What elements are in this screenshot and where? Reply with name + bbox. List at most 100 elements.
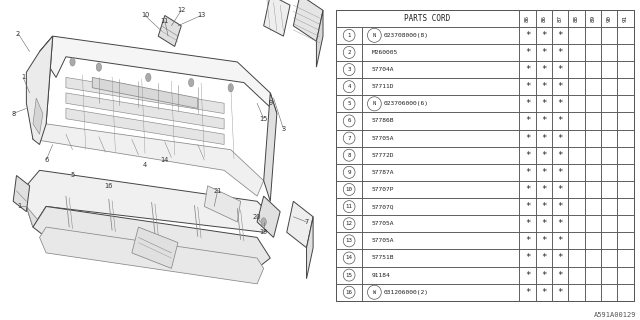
Text: *: * — [541, 271, 547, 280]
Bar — [536, 232, 552, 249]
Bar — [536, 164, 552, 181]
Text: 4: 4 — [143, 162, 147, 168]
Circle shape — [261, 218, 266, 226]
Bar — [362, 112, 519, 130]
Bar — [585, 147, 601, 164]
Bar — [601, 95, 618, 112]
Text: 14: 14 — [161, 157, 169, 163]
Polygon shape — [204, 186, 241, 222]
Text: *: * — [541, 185, 547, 194]
Bar — [362, 215, 519, 232]
Bar — [585, 215, 601, 232]
Bar — [552, 95, 568, 112]
Bar — [362, 44, 519, 61]
Polygon shape — [293, 0, 323, 41]
Text: 031206000(2): 031206000(2) — [384, 290, 429, 295]
Bar — [618, 95, 634, 112]
Bar — [519, 249, 536, 267]
Bar — [336, 147, 362, 164]
Polygon shape — [307, 217, 313, 279]
Bar — [336, 95, 362, 112]
Bar — [519, 181, 536, 198]
Polygon shape — [40, 36, 277, 114]
Text: 7: 7 — [348, 136, 351, 140]
Polygon shape — [33, 98, 43, 134]
Text: N: N — [373, 33, 376, 38]
Text: 9: 9 — [348, 170, 351, 175]
Bar — [601, 61, 618, 78]
Bar — [362, 181, 519, 198]
Text: 91: 91 — [623, 15, 628, 22]
Text: 5: 5 — [348, 101, 351, 106]
Bar — [362, 284, 519, 301]
Text: *: * — [525, 236, 530, 245]
Circle shape — [146, 73, 151, 82]
Bar — [552, 284, 568, 301]
Bar — [618, 249, 634, 267]
Text: 3: 3 — [348, 67, 351, 72]
Text: *: * — [525, 151, 530, 160]
Text: 12: 12 — [177, 7, 186, 13]
Bar — [362, 130, 519, 147]
Text: *: * — [525, 253, 530, 262]
Bar — [568, 61, 585, 78]
Text: *: * — [541, 48, 547, 57]
Bar — [519, 232, 536, 249]
Bar — [601, 130, 618, 147]
Text: 12: 12 — [346, 221, 353, 226]
Bar — [519, 198, 536, 215]
Text: *: * — [525, 65, 530, 74]
Bar — [336, 27, 362, 44]
Bar — [336, 164, 362, 181]
Text: 57705A: 57705A — [372, 221, 394, 226]
Text: *: * — [541, 151, 547, 160]
Bar — [536, 267, 552, 284]
Bar — [336, 10, 519, 27]
Text: 89: 89 — [590, 15, 595, 22]
Bar — [568, 215, 585, 232]
Bar — [536, 215, 552, 232]
Bar — [336, 78, 362, 95]
Polygon shape — [287, 201, 313, 248]
Bar — [362, 249, 519, 267]
Bar — [552, 198, 568, 215]
Text: 9: 9 — [268, 100, 273, 106]
Polygon shape — [132, 227, 178, 268]
Bar — [519, 95, 536, 112]
Bar — [336, 284, 362, 301]
Bar — [618, 198, 634, 215]
Bar — [618, 284, 634, 301]
Text: *: * — [557, 219, 563, 228]
Bar — [552, 249, 568, 267]
Text: *: * — [525, 168, 530, 177]
Bar — [601, 27, 618, 44]
Bar — [618, 181, 634, 198]
Bar — [618, 267, 634, 284]
Bar — [336, 232, 362, 249]
Bar — [585, 130, 601, 147]
Text: W: W — [373, 290, 376, 295]
Text: 8: 8 — [348, 153, 351, 158]
Text: 21: 21 — [213, 188, 221, 194]
Bar — [519, 284, 536, 301]
Bar — [568, 78, 585, 95]
Text: *: * — [557, 82, 563, 91]
Text: 2: 2 — [16, 30, 20, 36]
Text: 10: 10 — [141, 12, 149, 19]
Bar — [336, 267, 362, 284]
Bar — [552, 147, 568, 164]
Text: 57772D: 57772D — [372, 153, 394, 158]
Text: 57704A: 57704A — [372, 67, 394, 72]
Circle shape — [96, 63, 102, 71]
Bar — [552, 267, 568, 284]
Text: 57787A: 57787A — [372, 170, 394, 175]
Text: 6: 6 — [44, 157, 48, 163]
Text: 2: 2 — [348, 50, 351, 55]
Polygon shape — [13, 175, 29, 212]
Bar — [552, 61, 568, 78]
Text: *: * — [557, 202, 563, 211]
Text: *: * — [541, 219, 547, 228]
Text: *: * — [525, 82, 530, 91]
Bar — [336, 112, 362, 130]
Bar — [585, 44, 601, 61]
